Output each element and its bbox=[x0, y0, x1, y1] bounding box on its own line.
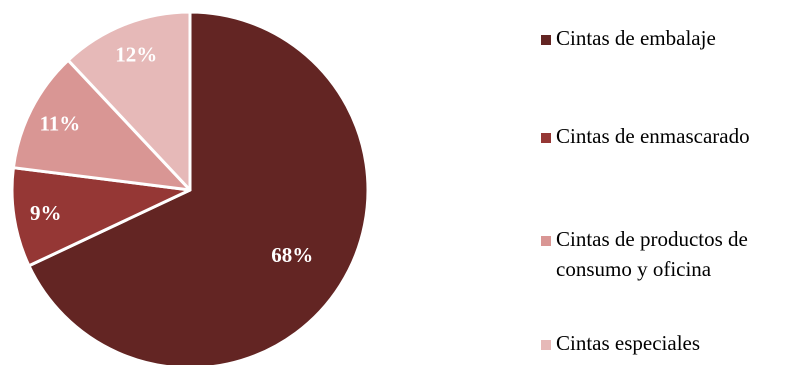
legend-label: Cintas de enmascarado bbox=[556, 124, 750, 148]
legend-item-cintas-de-embalaje: Cintas de embalaje bbox=[541, 26, 716, 50]
slice-value-label: 68% bbox=[271, 243, 313, 267]
pie-slices bbox=[10, 10, 370, 365]
slice-value-label: 12% bbox=[115, 42, 157, 66]
pie-slice-cintas-de-productos-de-consumo-y-oficina bbox=[11, 58, 192, 192]
pie-slice-cintas-de-embalaje bbox=[27, 10, 370, 365]
legend-label: Cintas de productos de consumo y oficina bbox=[556, 227, 748, 281]
pie-slice-cintas-de-enmascarado bbox=[10, 166, 192, 268]
pie-slice-cintas-especiales bbox=[66, 10, 192, 192]
legend: Cintas de embalaje Cintas de enmascarado C… bbox=[541, 26, 750, 355]
legend-item-cintas-de-productos-de-consumo-y-oficina: Cintas de productos de consumo y oficina bbox=[541, 227, 748, 281]
legend-swatch bbox=[541, 133, 551, 143]
legend-item-cintas-especiales: Cintas especiales bbox=[541, 331, 700, 355]
legend-label: Cintas de embalaje bbox=[556, 26, 716, 50]
legend-swatch bbox=[541, 35, 551, 45]
legend-swatch bbox=[541, 340, 551, 350]
pie-slice-labels: 68% 9% 11% 12% bbox=[30, 42, 313, 267]
slice-value-label: 11% bbox=[39, 112, 80, 136]
legend-swatch bbox=[541, 236, 551, 246]
legend-item-cintas-de-enmascarado: Cintas de enmascarado bbox=[541, 124, 750, 148]
slice-value-label: 9% bbox=[30, 201, 62, 225]
legend-label: Cintas especiales bbox=[556, 331, 700, 355]
